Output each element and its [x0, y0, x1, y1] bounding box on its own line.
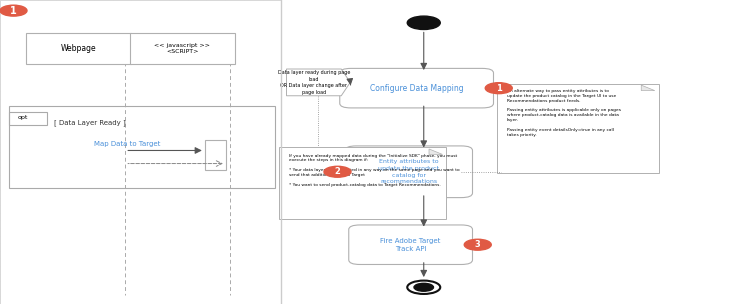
- FancyBboxPatch shape: [345, 146, 472, 198]
- Text: Map Data to Target: Map Data to Target: [94, 141, 160, 147]
- Text: [ Data Layer Ready ]: [ Data Layer Ready ]: [54, 120, 126, 126]
- Circle shape: [485, 83, 512, 94]
- FancyBboxPatch shape: [497, 84, 658, 173]
- Circle shape: [414, 283, 434, 291]
- Text: 1: 1: [496, 84, 502, 93]
- Circle shape: [407, 16, 440, 29]
- Text: 2: 2: [334, 167, 340, 176]
- Polygon shape: [286, 69, 350, 96]
- Circle shape: [324, 166, 351, 177]
- Circle shape: [464, 239, 491, 250]
- Text: 1: 1: [10, 6, 16, 16]
- Polygon shape: [429, 149, 442, 154]
- Text: An alternate way to pass entity attributes is to
update the product catalog in t: An alternate way to pass entity attribut…: [507, 89, 621, 137]
- FancyBboxPatch shape: [26, 33, 131, 64]
- FancyBboxPatch shape: [130, 33, 235, 64]
- FancyBboxPatch shape: [279, 147, 446, 219]
- Text: 3: 3: [475, 240, 481, 249]
- FancyBboxPatch shape: [281, 0, 750, 304]
- Text: << javascript >>
<SCRIPT>: << javascript >> <SCRIPT>: [154, 43, 210, 54]
- Text: Entity attributes to
update the product
catalog for
recommendations: Entity attributes to update the product …: [378, 159, 440, 184]
- Text: If you have already mapped data during the "Initialize SDK" phase, you must
exec: If you have already mapped data during t…: [289, 154, 459, 187]
- Text: opt: opt: [18, 116, 28, 120]
- Polygon shape: [641, 85, 655, 91]
- FancyBboxPatch shape: [349, 225, 472, 264]
- FancyBboxPatch shape: [0, 0, 281, 304]
- Circle shape: [0, 5, 27, 16]
- Text: Data layer ready during page
load
OR Data layer change after
page load: Data layer ready during page load OR Dat…: [278, 70, 350, 95]
- FancyBboxPatch shape: [340, 68, 494, 108]
- Text: Fire Adobe Target
Track API: Fire Adobe Target Track API: [380, 238, 441, 252]
- Text: Configure Data Mapping: Configure Data Mapping: [370, 84, 464, 93]
- Circle shape: [407, 281, 440, 294]
- FancyBboxPatch shape: [205, 140, 226, 170]
- Text: Webpage: Webpage: [61, 44, 97, 53]
